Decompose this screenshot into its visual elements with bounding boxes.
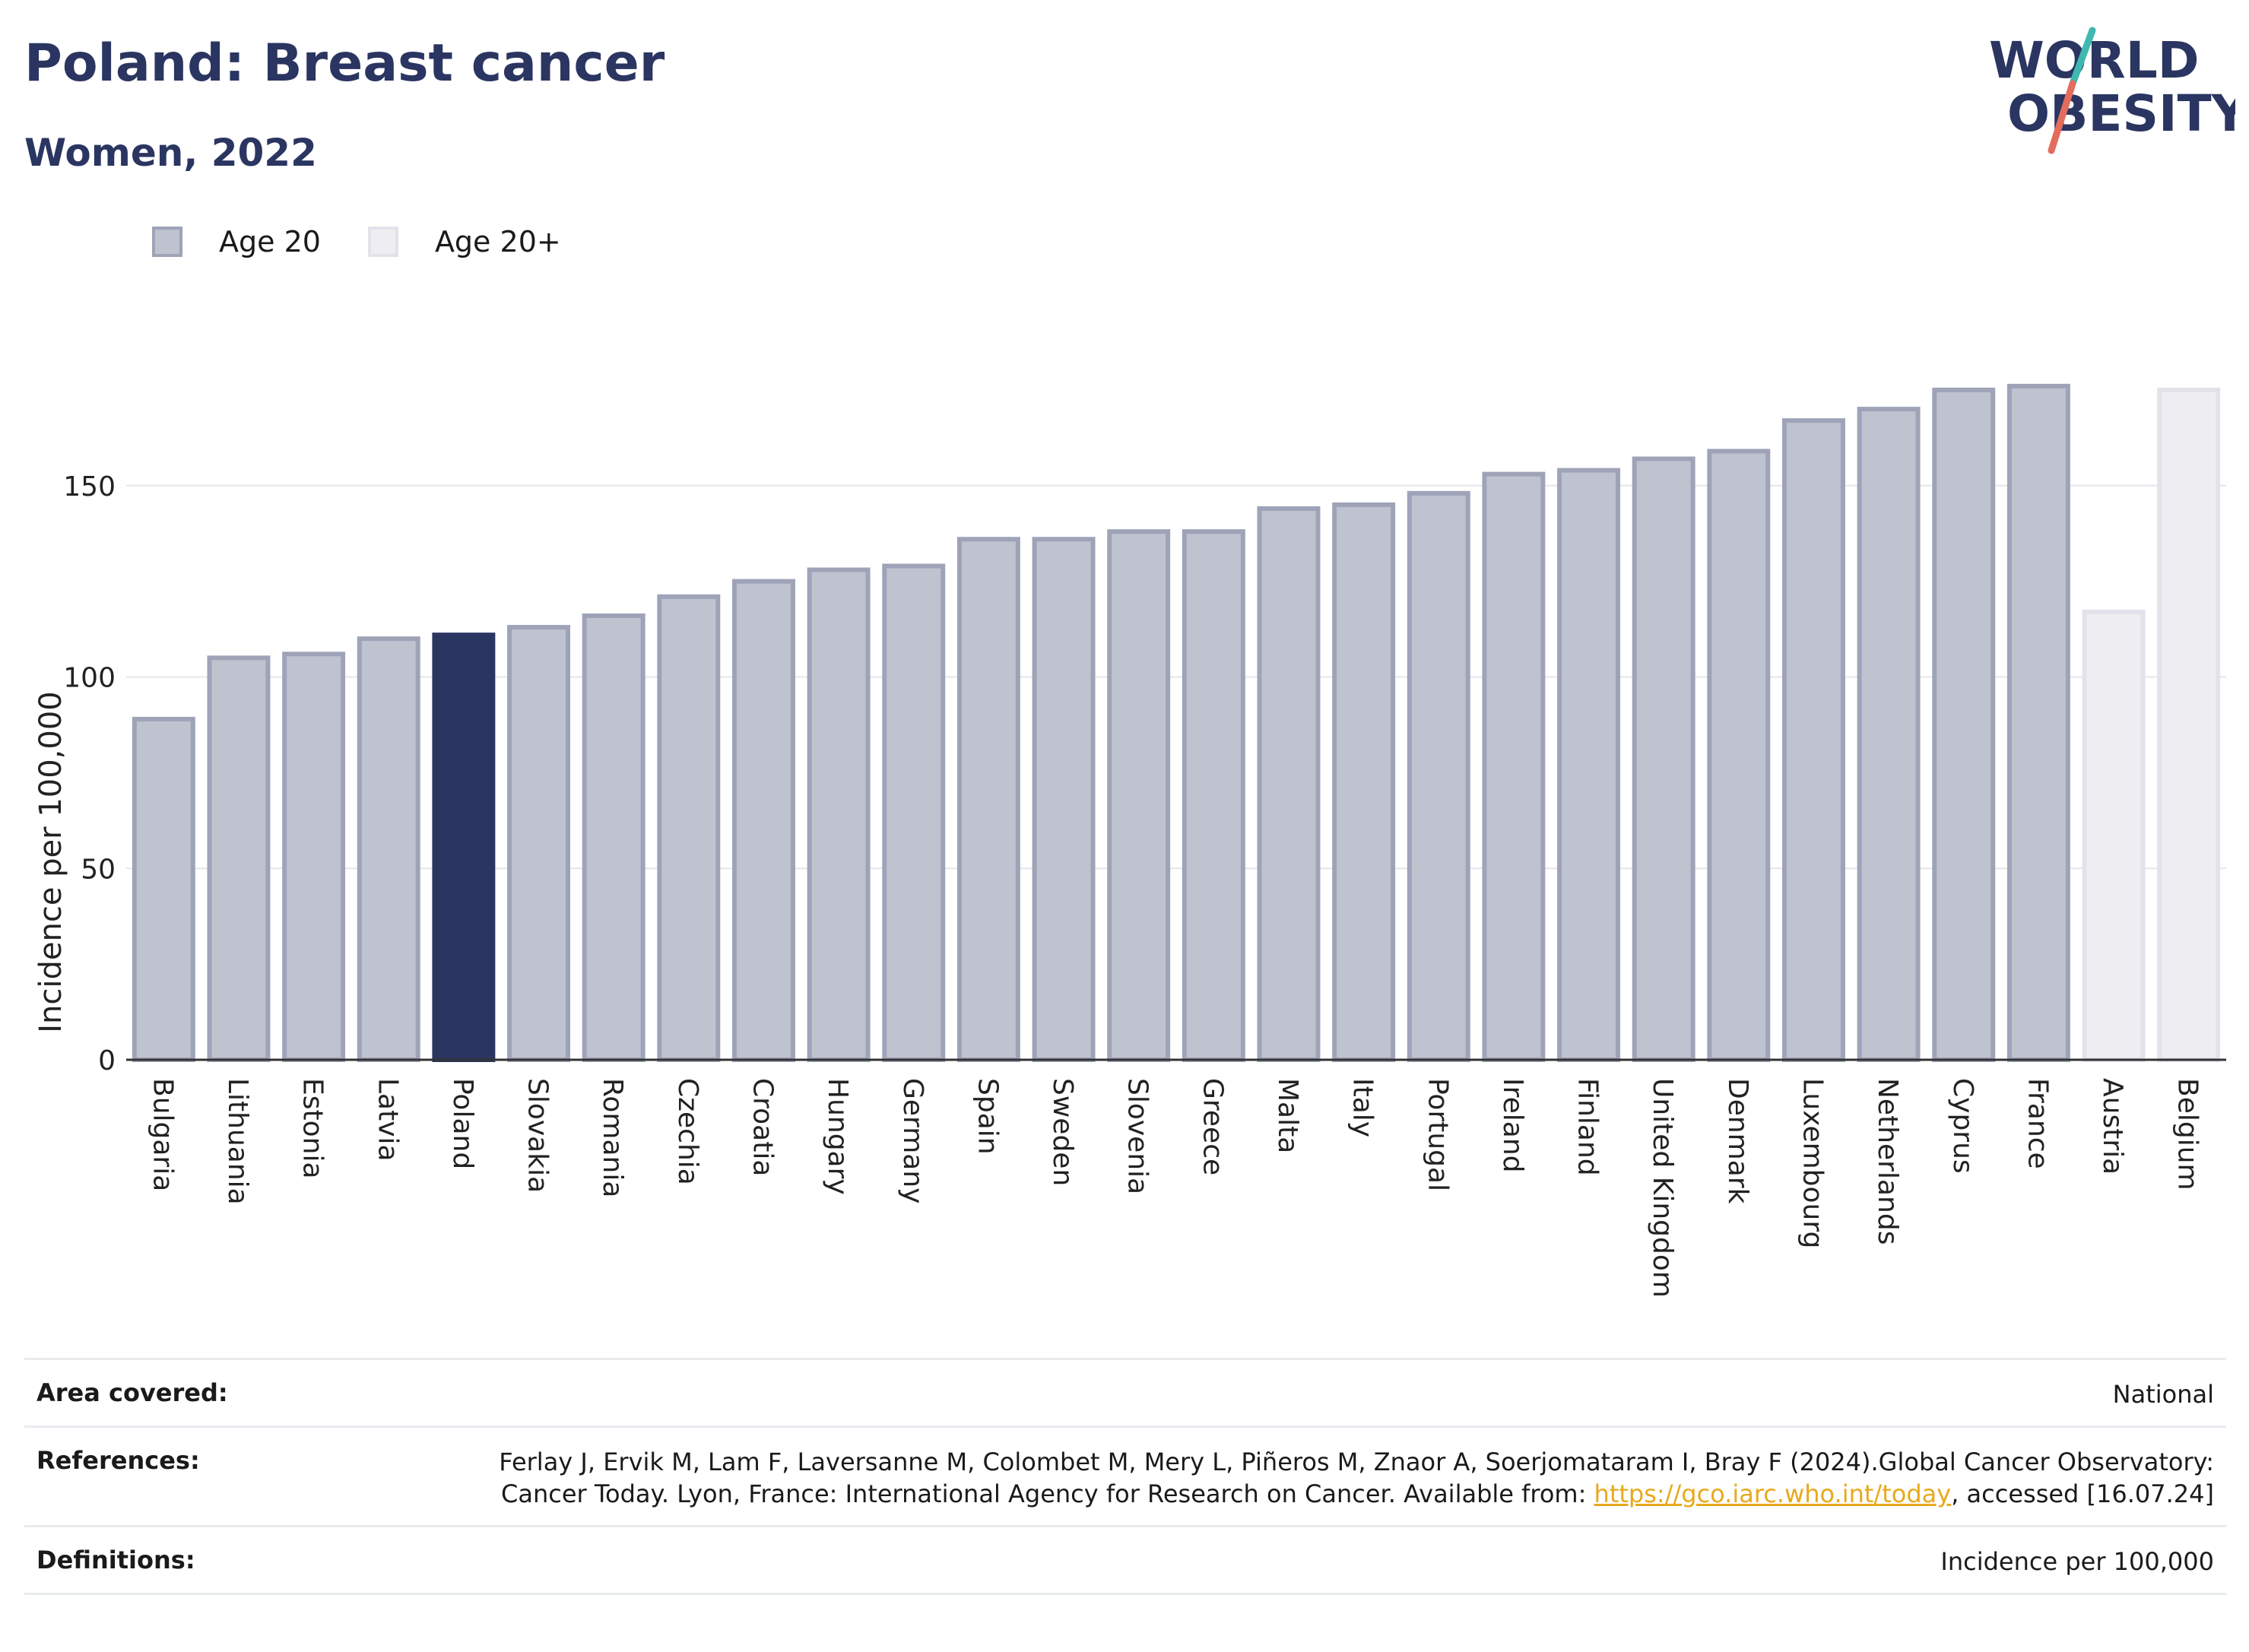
references-label: References: <box>36 1446 200 1510</box>
x-tick-label: Croatia <box>747 1078 778 1176</box>
legend-item-age20[interactable]: Age 20 <box>152 225 321 258</box>
x-tick-label: Italy <box>1347 1078 1378 1137</box>
definitions-label: Definitions: <box>36 1546 195 1577</box>
bar-sweden <box>1035 539 1093 1060</box>
bar-malta <box>1259 509 1318 1060</box>
x-tick-label: Bulgaria <box>147 1078 178 1191</box>
y-tick-label: 0 <box>98 1045 116 1076</box>
x-tick-label: Luxembourg <box>1797 1078 1828 1248</box>
y-tick-label: 100 <box>63 663 116 694</box>
bar-bulgaria <box>135 719 193 1060</box>
bar-united-kingdom <box>1635 459 1693 1060</box>
bar-belgium <box>2159 390 2218 1060</box>
x-tick-label: Sweden <box>1047 1078 1078 1186</box>
bar-portugal <box>1410 493 1468 1060</box>
x-tick-label: Netherlands <box>1872 1078 1903 1245</box>
bar-finland <box>1559 471 1618 1060</box>
bar-italy <box>1334 505 1393 1060</box>
area-covered-value: National <box>2113 1378 2214 1410</box>
bar-ireland <box>1484 474 1543 1060</box>
x-tick-label: Ireland <box>1497 1078 1528 1173</box>
chart-subtitle: Women, 2022 <box>24 131 317 175</box>
x-tick-label: Romania <box>597 1078 628 1197</box>
x-tick-label: Estonia <box>297 1078 328 1179</box>
bar-greece <box>1185 531 1243 1060</box>
bar-czechia <box>659 597 718 1060</box>
area-covered-label: Area covered: <box>36 1378 228 1410</box>
bar-slovakia <box>509 627 568 1060</box>
references-tail: , accessed [16.07.24] <box>1951 1479 2214 1508</box>
x-tick-label: Austria <box>2097 1078 2128 1175</box>
x-tick-label: Belgium <box>2172 1078 2203 1191</box>
x-tick-label: Finland <box>1572 1078 1603 1176</box>
world-obesity-logo: WORLD OBESITY <box>1977 23 2235 160</box>
y-axis-label: Incidence per 100,000 <box>33 691 68 1033</box>
x-tick-label: Greece <box>1197 1078 1228 1175</box>
y-tick-label: 50 <box>81 854 116 885</box>
x-tick-label: Poland <box>447 1078 478 1169</box>
bar-austria <box>2085 612 2143 1060</box>
bar-romania <box>585 616 643 1060</box>
chart-title: Poland: Breast cancer <box>24 33 665 94</box>
x-tick-label: United Kingdom <box>1647 1078 1678 1298</box>
x-tick-label: France <box>2022 1078 2053 1169</box>
info-table: Area covered: National References: Ferla… <box>24 1358 2226 1595</box>
chart-legend: Age 20 Age 20+ <box>152 225 608 258</box>
bar-denmark <box>1709 451 1768 1060</box>
x-tick-label: Latvia <box>372 1078 403 1162</box>
x-tick-label: Cyprus <box>1947 1078 1978 1174</box>
bar-latvia <box>360 639 418 1060</box>
logo-text-world: WORLD <box>1989 31 2200 90</box>
bar-germany <box>884 566 943 1060</box>
bar-cyprus <box>1934 390 1993 1060</box>
legend-label-age20: Age 20 <box>219 225 321 258</box>
x-tick-label: Lithuania <box>222 1078 253 1205</box>
references-link[interactable]: https://gco.iarc.who.int/today <box>1594 1479 1952 1508</box>
info-row-references: References: Ferlay J, Ervik M, Lam F, La… <box>24 1425 2226 1525</box>
x-tick-label: Czechia <box>672 1078 703 1185</box>
definitions-value: Incidence per 100,000 <box>1940 1546 2214 1577</box>
x-tick-label: Slovenia <box>1122 1078 1153 1194</box>
x-tick-label: Spain <box>972 1078 1003 1155</box>
legend-label-age20plus: Age 20+ <box>435 225 561 258</box>
bar-estonia <box>284 654 343 1060</box>
x-tick-label: Germany <box>897 1078 928 1203</box>
logo-text-obesity: OBESITY <box>2007 84 2235 143</box>
references-value: Ferlay J, Ervik M, Lam F, Laversanne M, … <box>465 1446 2214 1510</box>
info-row-definitions: Definitions: Incidence per 100,000 <box>24 1525 2226 1595</box>
x-tick-label: Denmark <box>1722 1078 1753 1204</box>
bar-france <box>2010 386 2068 1060</box>
x-tick-label: Portugal <box>1422 1078 1453 1191</box>
x-tick-label: Slovakia <box>522 1078 554 1193</box>
bar-spain <box>960 539 1018 1060</box>
bar-slovenia <box>1109 531 1168 1060</box>
legend-swatch-age20 <box>152 227 182 257</box>
info-row-area: Area covered: National <box>24 1358 2226 1425</box>
x-tick-label: Malta <box>1272 1078 1303 1153</box>
x-tick-label: Hungary <box>822 1078 853 1195</box>
legend-item-age20plus[interactable]: Age 20+ <box>368 225 561 258</box>
y-tick-label: 150 <box>63 471 116 503</box>
bar-luxembourg <box>1784 420 1843 1060</box>
bar-chart: 0 50 100 150 Incidence per 100,000 Bulgaria Li… <box>0 289 2249 1353</box>
bar-croatia <box>734 582 793 1060</box>
bar-netherlands <box>1860 409 1918 1060</box>
bar-poland <box>434 635 493 1060</box>
bar-lithuania <box>209 658 268 1060</box>
bar-hungary <box>810 570 868 1060</box>
legend-swatch-age20plus <box>368 227 398 257</box>
